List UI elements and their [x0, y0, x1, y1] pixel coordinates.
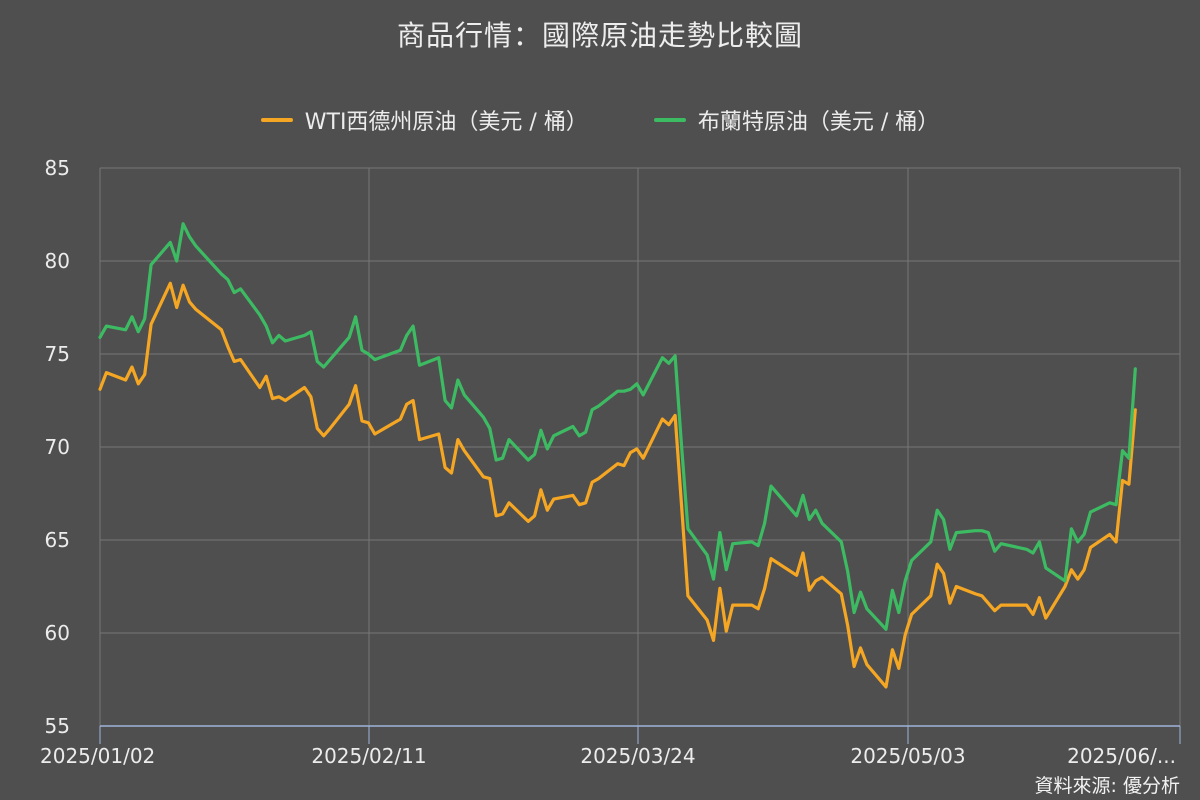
- legend-item-brent[interactable]: 布蘭特原油（美元 / 桶）: [653, 104, 940, 136]
- source-note: 資料來源: 優分析: [1034, 775, 1180, 797]
- x-tick-label: 2025/03/24: [580, 744, 695, 768]
- y-tick-label: 55: [45, 714, 70, 738]
- y-tick-label: 80: [45, 249, 70, 273]
- chart-title: 商品行情：國際原油走勢比較圖: [396, 19, 803, 52]
- y-tick-label: 65: [45, 528, 70, 552]
- legend-item-wti[interactable]: WTI西德州原油（美元 / 桶）: [260, 104, 588, 136]
- y-tick-label: 60: [45, 621, 70, 645]
- legend-swatch-wti: [260, 118, 293, 122]
- y-tick-label: 85: [45, 156, 70, 180]
- legend-label-brent: 布蘭特原油（美元 / 桶）: [697, 110, 940, 135]
- legend-label-wti: WTI西德州原油（美元 / 桶）: [304, 110, 588, 135]
- legend-swatch-brent: [653, 118, 686, 122]
- y-tick-label: 70: [45, 435, 70, 459]
- x-tick-label: 2025/05/03: [850, 744, 965, 768]
- series-line-brent: [98, 222, 1137, 631]
- x-tick-label: 2025/02/11: [311, 744, 426, 768]
- x-tick-label: 2025/01/02: [40, 744, 155, 768]
- y-tick-label: 75: [45, 342, 70, 366]
- series-line-wti: [98, 281, 1137, 689]
- x-tick-label: 2025/06/...: [1067, 744, 1176, 768]
- legend: WTI西德州原油（美元 / 桶） 布蘭特原油（美元 / 桶）: [0, 104, 1200, 136]
